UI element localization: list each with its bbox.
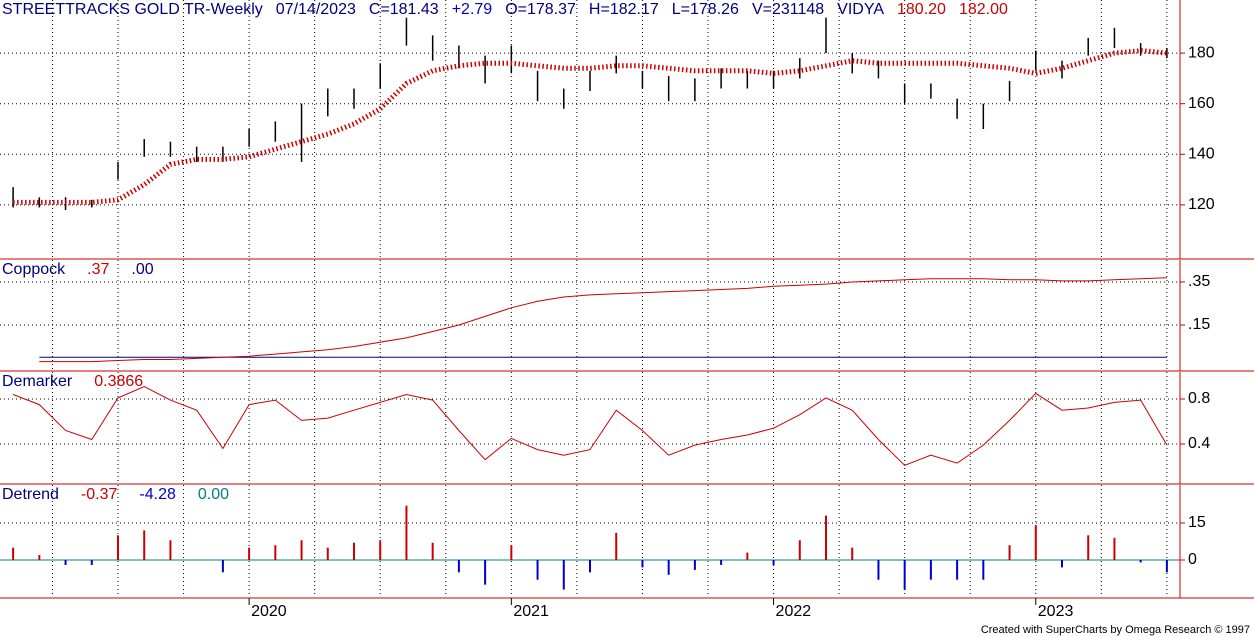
header-item: 0.00 [198,486,229,503]
header-item: .00 [131,261,153,278]
detrend-bar [326,547,329,560]
detrend-bar [615,532,618,560]
detrend-bar [1061,559,1063,568]
panel-header: Detrend -0.37 -4.28 0.00 [2,486,229,503]
y-tick-label: 15 [1188,514,1206,531]
detrend-bar [693,559,696,570]
y-tick-label: 0.4 [1188,435,1210,452]
header-item: 07/14/2023 [276,1,356,18]
detrend-bar [772,559,775,565]
detrend-bar [1087,535,1090,560]
detrend-bar [379,540,382,560]
header-item: -4.28 [139,486,176,503]
y-tick-label: 160 [1188,95,1215,112]
detrend-bar [929,559,932,580]
y-tick-label: .35 [1188,273,1210,290]
y-tick-label: .15 [1188,316,1210,333]
detrend-bar [248,547,251,560]
panel-header: STREETTRACKS GOLD TR-Weekly 07/14/2023 C=1… [2,1,1008,18]
detrend-bar [12,547,15,560]
detrend-bar [38,555,41,560]
y-tick-label: 0 [1188,551,1197,568]
detrend-bar [720,559,723,565]
detrend-bar [300,540,303,560]
detrend-bar [798,540,801,560]
detrend-bar [484,559,487,585]
panel-header: Demarker 0.3866 [2,373,143,390]
x-tick-label: 2023 [1038,603,1074,620]
detrend-bar [746,552,749,560]
header-item: STREETTRACKS GOLD TR-Weekly [2,1,263,18]
detrend-bar [956,559,959,580]
x-tick-label: 2022 [776,603,812,620]
y-tick-label: 180 [1188,44,1215,61]
detrend-bar [143,530,146,560]
header-item: .37 [87,261,109,278]
detrend-bar [903,559,906,590]
header-item: V=231148 [752,1,824,18]
header-item: Detrend [2,486,59,503]
panel-header: Coppock .37 .00 [2,261,154,278]
detrend-bar [1034,525,1037,560]
y-tick-label: 140 [1188,146,1215,163]
detrend-bar [405,505,408,560]
x-tick-label: 2020 [251,603,287,620]
y-tick-label: 120 [1188,196,1215,213]
header-item: O=178.37 [505,1,576,18]
header-item: L=178.26 [672,1,739,18]
footer: Created with SuperCharts by Omega Resear… [981,624,1250,636]
header-item: VIDYA [837,1,884,18]
detrend-bar [510,545,513,560]
detrend-bar [457,559,460,573]
header-item: +2.79 [452,1,493,18]
detrend-bar [353,542,355,560]
header-item: 180.20 [897,1,946,18]
detrend-bar [1008,545,1011,560]
header-item: C=181.43 [369,1,439,18]
detrend-bar [641,559,644,568]
header-item: 0.3866 [94,373,143,390]
detrend-bar [274,545,277,560]
detrend-bar [169,540,172,560]
detrend-bar [589,559,591,573]
detrend-bar [982,559,985,580]
header-item: Demarker [2,373,73,390]
detrend-bar [851,547,854,560]
detrend-bar [64,559,67,565]
indicator-line [12,386,1168,466]
header-item: H=182.17 [589,1,659,18]
x-tick-label: 2021 [513,603,549,620]
detrend-bar [877,559,880,580]
detrend-bar [825,515,827,560]
detrend-bar [562,559,565,590]
indicator-line [39,277,1167,363]
detrend-bar [90,559,93,565]
header-item: Coppock [2,261,66,278]
detrend-bar [221,559,224,573]
detrend-bar [1139,559,1142,563]
detrend-bar [536,559,539,580]
detrend-bar [1113,537,1116,560]
detrend-bar [117,535,119,560]
detrend-bar [1165,559,1168,573]
header-item: 182.00 [959,1,1008,18]
header-item: -0.37 [81,486,118,503]
detrend-bar [667,559,670,575]
y-tick-label: 0.8 [1188,390,1210,407]
detrend-bar [431,542,434,560]
